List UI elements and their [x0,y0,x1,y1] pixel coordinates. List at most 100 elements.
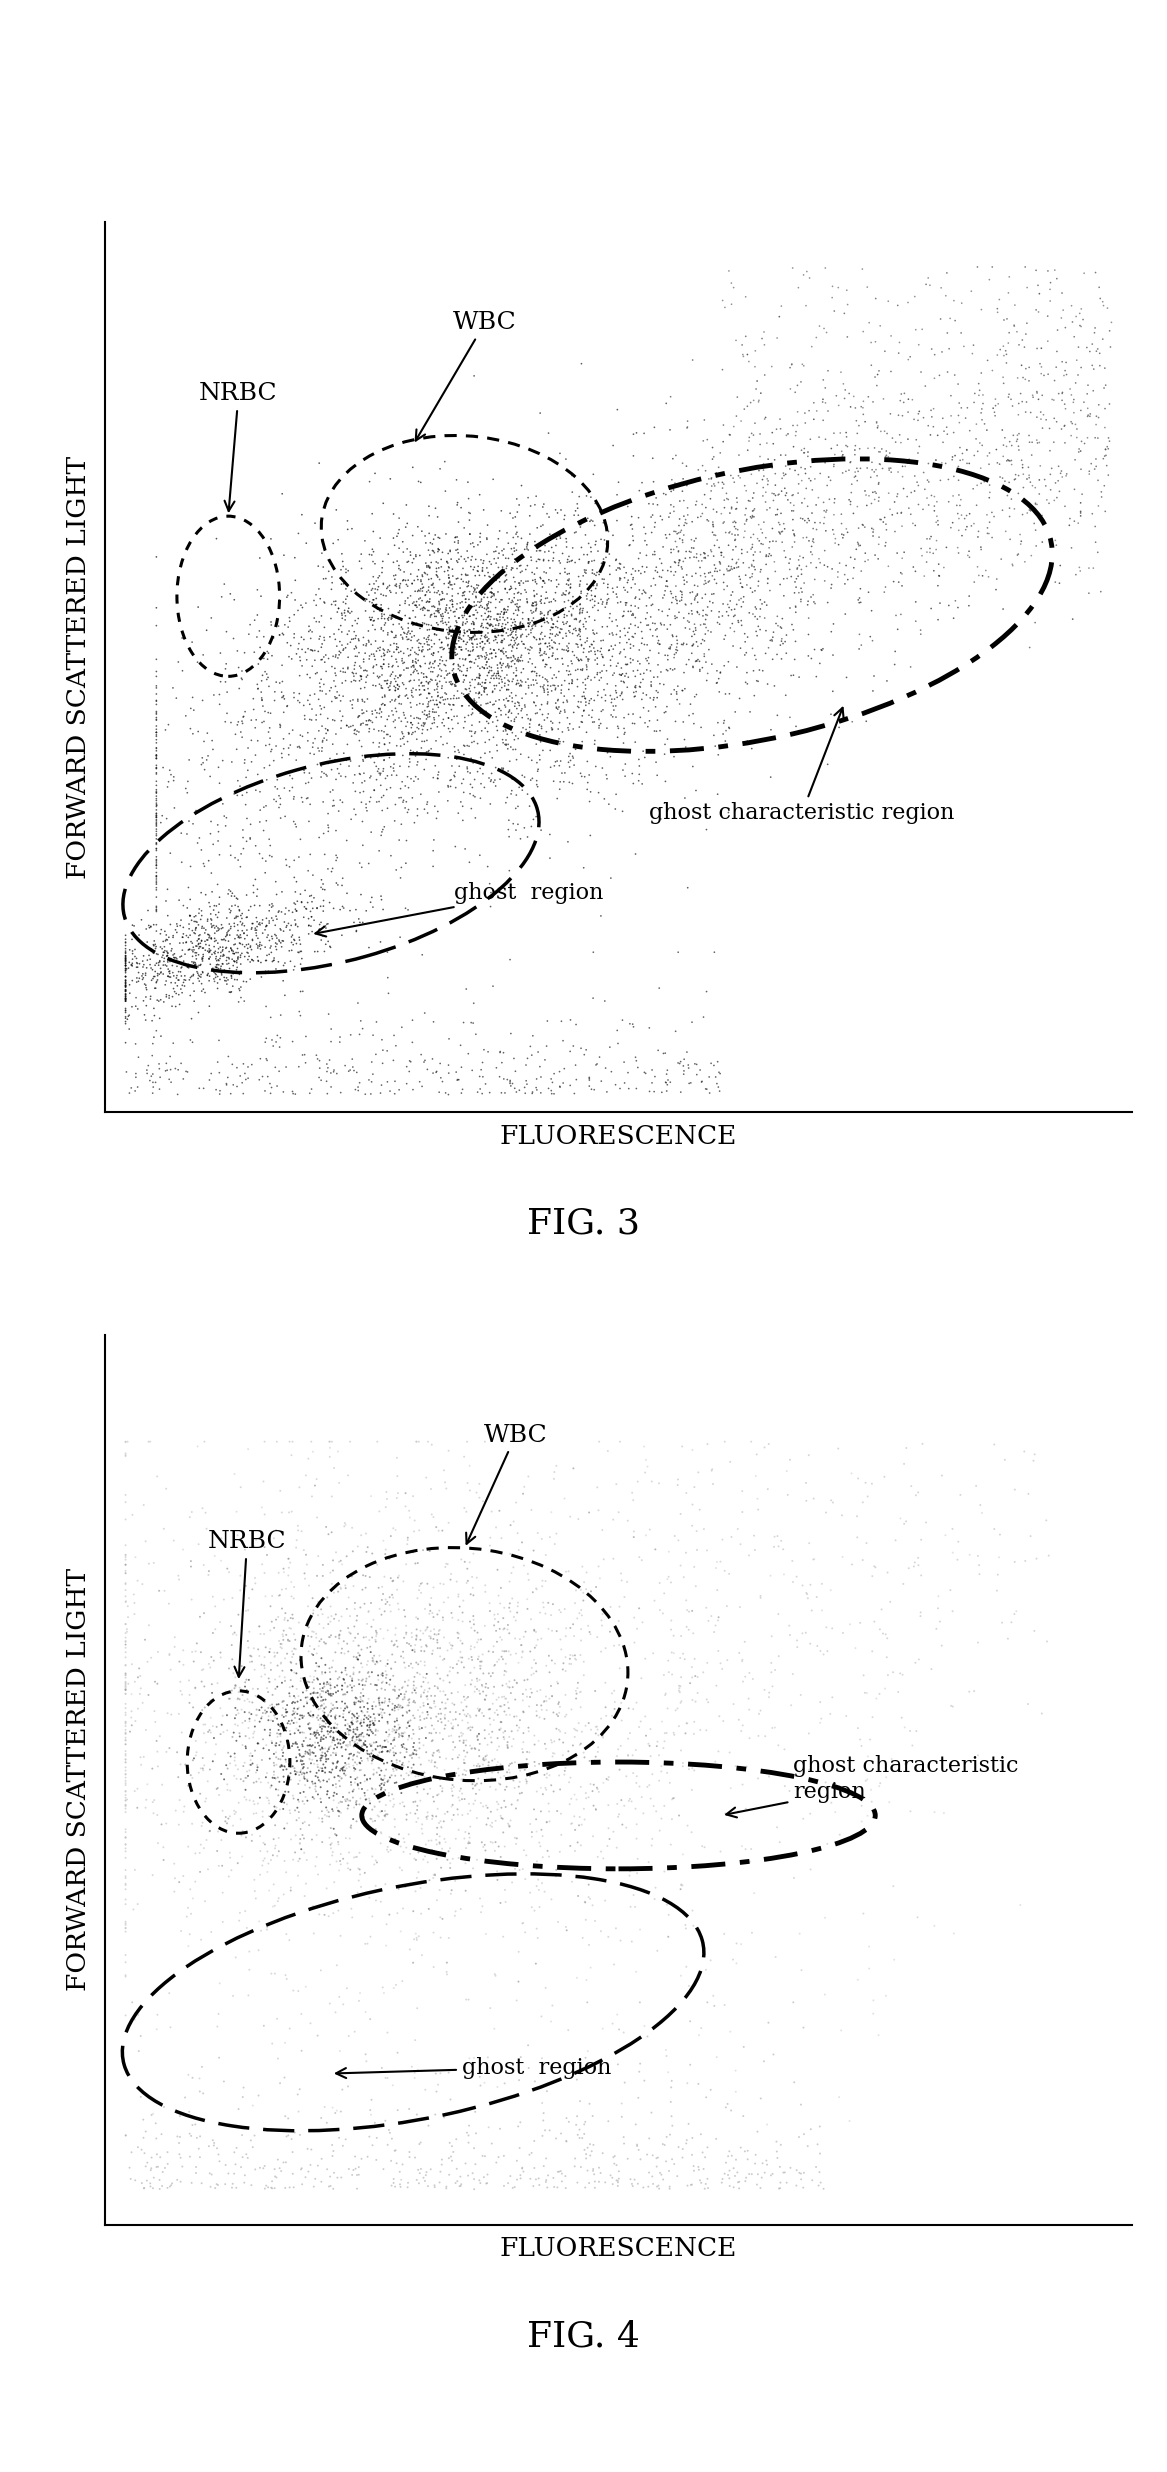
Point [312,1681,330,1721]
Point [265,1609,284,1649]
Point [425,616,443,655]
Point [1028,492,1047,531]
Point [442,1555,461,1594]
Point [414,1043,433,1083]
Point [267,662,286,702]
Point [273,1688,292,1728]
Point [313,2138,331,2178]
Point [117,1540,135,1580]
Point [523,759,541,798]
Point [415,603,434,643]
Point [422,1829,441,1869]
Point [540,1792,559,1832]
Point [477,1805,496,1844]
Point [554,1723,573,1763]
Point [320,1730,338,1770]
Point [190,2059,209,2099]
Point [474,489,492,529]
Point [272,2151,291,2190]
Point [532,1686,551,1725]
Point [362,1063,380,1103]
Point [249,670,267,709]
Point [464,2170,483,2210]
Point [449,1619,468,1659]
Point [148,934,167,974]
Point [117,967,135,1006]
Point [404,732,422,771]
Point [225,1792,244,1832]
Point [854,1894,873,1933]
Point [368,586,386,625]
Point [658,1753,677,1792]
Point [576,551,595,591]
Point [997,331,1015,371]
Point [193,1691,211,1730]
Point [572,574,591,613]
Point [308,932,327,971]
Point [788,405,806,445]
Point [481,574,499,613]
Point [427,541,446,581]
Point [396,1597,414,1636]
Point [172,949,190,989]
Point [881,393,900,433]
Point [267,1787,286,1827]
Point [407,744,426,784]
Point [312,1721,330,1760]
Point [929,566,948,606]
Point [547,519,566,559]
Point [215,564,233,603]
Point [508,2161,526,2200]
Point [345,709,364,749]
Point [488,593,506,633]
Point [141,979,160,1018]
Point [925,1906,944,1945]
Point [358,1923,377,1963]
Point [448,1644,467,1683]
Point [603,569,622,608]
Point [643,2136,662,2175]
Point [301,1725,320,1765]
Point [481,1987,499,2027]
Point [194,843,212,883]
Point [488,527,506,566]
Point [468,1669,487,1708]
Point [372,667,391,707]
Point [352,690,371,729]
Point [190,2072,209,2111]
Point [270,1552,288,1592]
Point [344,1735,363,1775]
Point [533,504,552,544]
Point [586,1671,605,1711]
Point [434,603,453,643]
Point [147,769,166,808]
Point [334,648,352,687]
Point [463,1051,482,1090]
Point [685,1639,704,1678]
Point [669,1466,687,1505]
Point [459,1795,477,1834]
Point [714,583,733,623]
Point [257,942,275,981]
Point [398,1048,417,1088]
Point [449,729,468,769]
Point [201,2153,219,2193]
Point [450,569,469,608]
Point [874,378,893,418]
Point [310,1669,329,1708]
Point [418,623,436,662]
Point [285,776,303,816]
Point [424,635,442,675]
Point [740,1535,759,1575]
Point [256,910,274,949]
Point [858,1523,876,1562]
Point [336,1750,355,1790]
Point [506,569,525,608]
Point [487,707,505,747]
Point [992,539,1011,578]
Point [878,509,896,549]
Point [566,1636,585,1676]
Point [312,1748,330,1787]
Point [380,1696,399,1735]
Point [664,1634,683,1674]
